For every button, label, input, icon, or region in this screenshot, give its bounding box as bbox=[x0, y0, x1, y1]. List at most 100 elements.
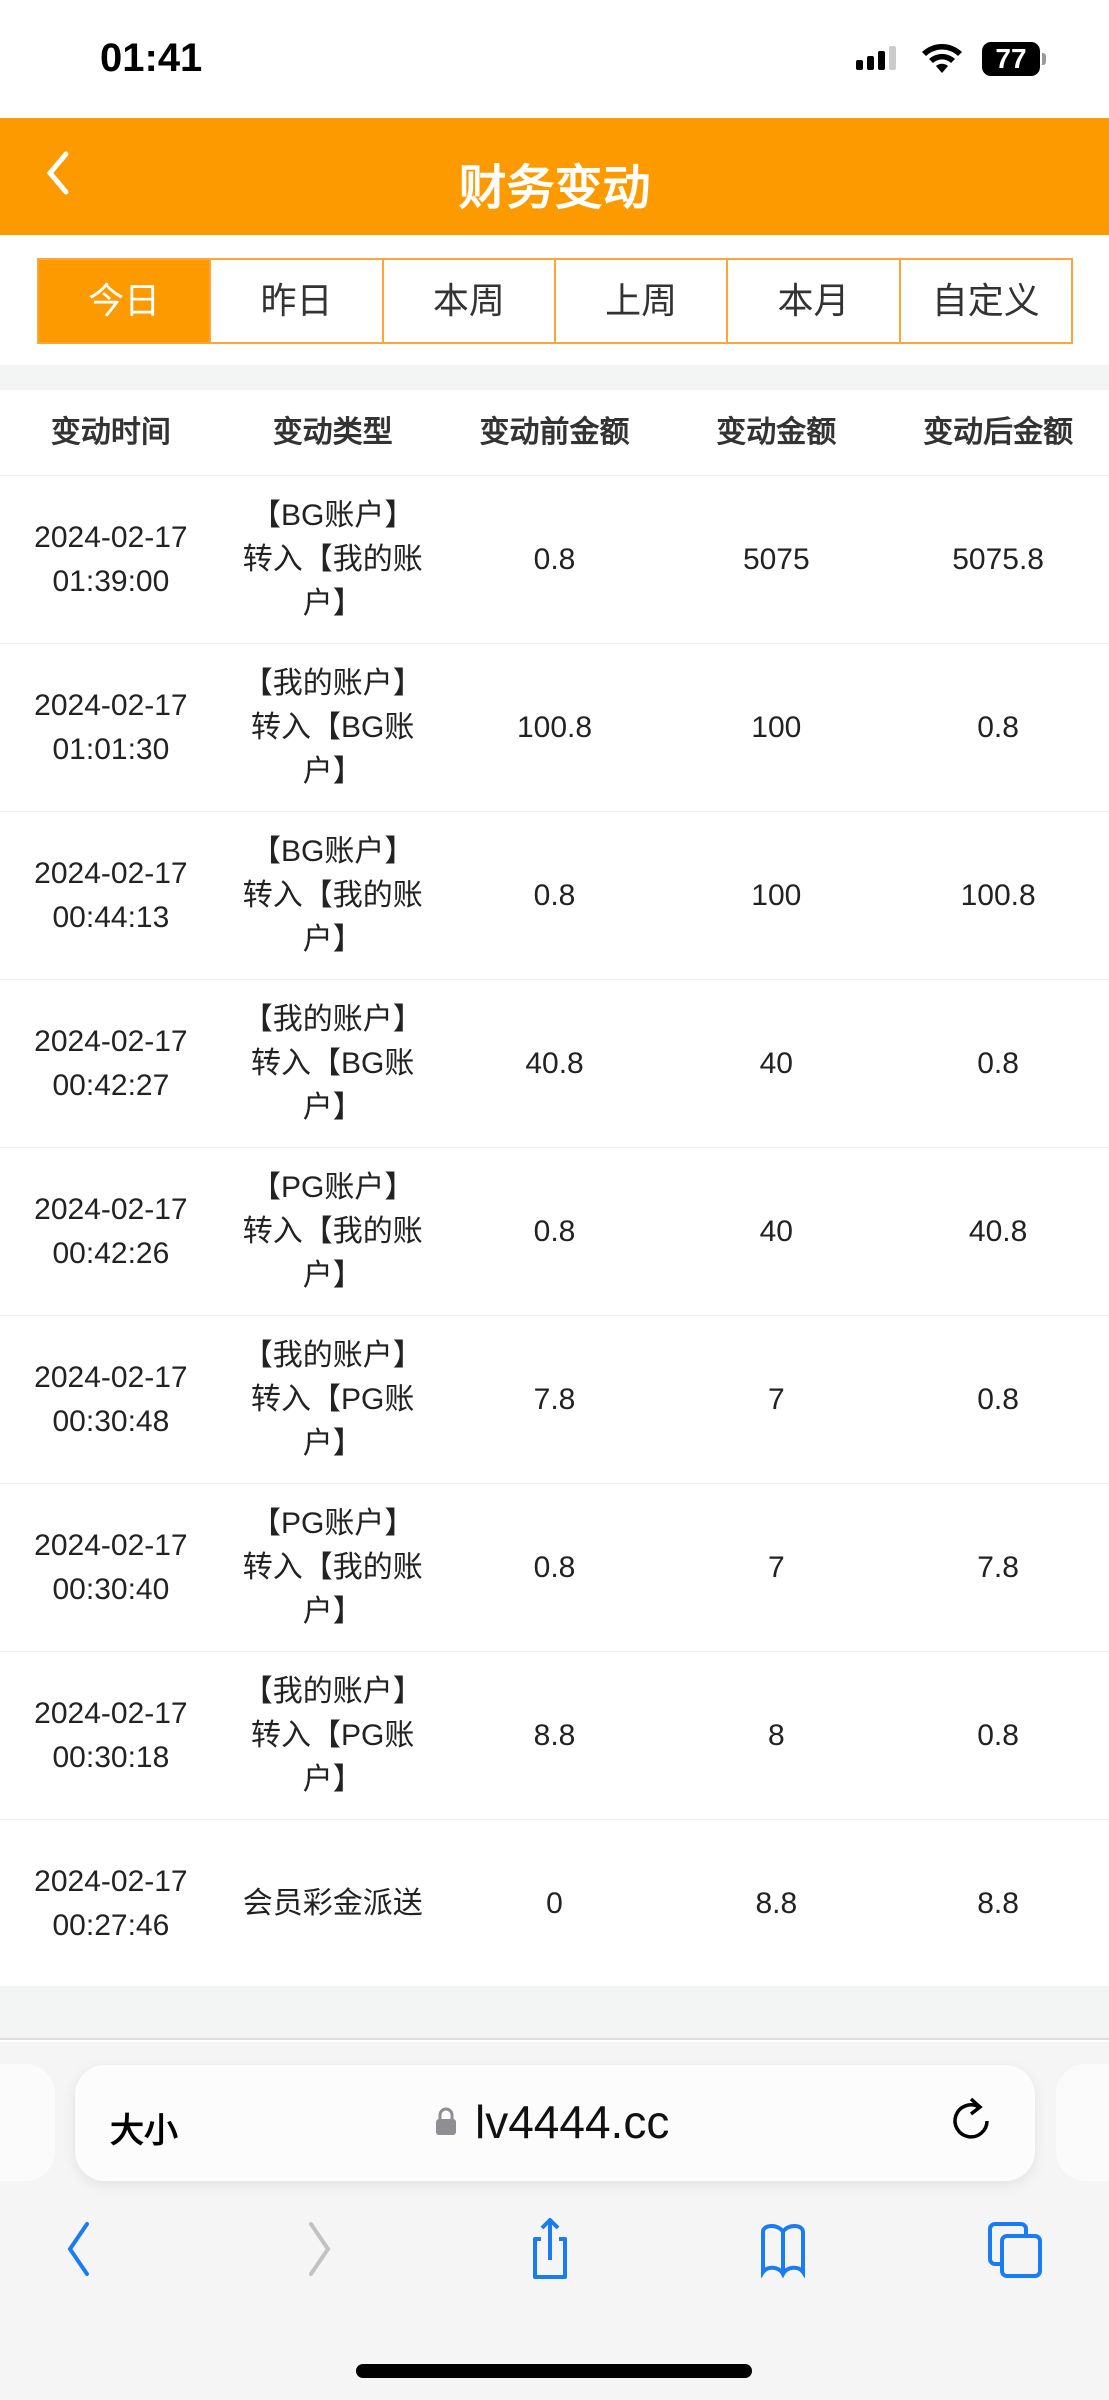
column-header-type: 变动类型 bbox=[272, 415, 393, 449]
table-header: 变动时间 变动类型 变动前金额 变动金额 变动后金额 bbox=[0, 390, 1109, 476]
amount-before: 100.8 bbox=[516, 710, 593, 744]
table-row: 2024-02-17 00:44:13 【BG账户】转入【我的账户】 0.8 10… bbox=[0, 812, 1109, 980]
table-row: 2024-02-17 00:27:46 会员彩金派送 0 8.8 8.8 bbox=[0, 1820, 1109, 1988]
tab-this-week[interactable]: 本周 bbox=[381, 260, 554, 342]
amount-before: 40.8 bbox=[525, 1046, 584, 1080]
change-time: 2024-02-17 00:30:40 bbox=[0, 1524, 222, 1612]
change-type: 会员彩金派送 bbox=[242, 1886, 423, 1920]
change-amount: 5075 bbox=[742, 542, 810, 576]
column-header-after: 变动后金额 bbox=[923, 415, 1074, 449]
date-range-tabs: 今日 昨日 本周 上周 本月 自定义 bbox=[37, 258, 1073, 344]
reload-icon[interactable] bbox=[951, 2095, 995, 2145]
date: 2024-02-17 bbox=[34, 1192, 188, 1226]
back-button[interactable] bbox=[42, 148, 72, 210]
time: 00:30:48 bbox=[52, 1404, 170, 1438]
amount-after: 100.8 bbox=[960, 878, 1036, 912]
amount-before: 8.8 bbox=[533, 1718, 576, 1752]
change-time: 2024-02-17 00:30:18 bbox=[0, 1692, 222, 1780]
amount-before: 7.8 bbox=[533, 1382, 576, 1416]
change-amount: 100 bbox=[751, 710, 802, 744]
tab-today[interactable]: 今日 bbox=[39, 260, 210, 342]
url-text: lv4444.cc bbox=[475, 2096, 670, 2148]
app-header: 财务变动 bbox=[0, 118, 1109, 235]
change-time: 2024-02-17 00:30:48 bbox=[0, 1356, 222, 1444]
change-type: 【我的账户】转入【BG账户】 bbox=[242, 1002, 423, 1124]
browser-back-icon[interactable] bbox=[45, 2214, 115, 2284]
amount-before: 0 bbox=[546, 1886, 563, 1920]
time: 00:30:18 bbox=[52, 1740, 170, 1774]
change-type: 【我的账户】转入【PG账户】 bbox=[242, 1338, 423, 1460]
column-header-before: 变动前金额 bbox=[479, 415, 630, 449]
cellular-signal-icon bbox=[856, 46, 896, 70]
home-indicator bbox=[356, 2364, 752, 2378]
time: 00:42:26 bbox=[52, 1236, 170, 1270]
amount-before: 0.8 bbox=[533, 1550, 576, 1584]
page-footer-area bbox=[0, 1986, 1109, 2040]
change-type: 【PG账户】转入【我的账户】 bbox=[242, 1170, 423, 1292]
battery-icon: 77 bbox=[982, 42, 1046, 76]
change-type: 【我的账户】转入【PG账户】 bbox=[242, 1674, 423, 1796]
table-row: 2024-02-17 00:30:18 【我的账户】转入【PG账户】 8.8 8 … bbox=[0, 1652, 1109, 1820]
change-time: 2024-02-17 01:01:30 bbox=[0, 684, 222, 772]
change-type: 【我的账户】转入【BG账户】 bbox=[242, 666, 423, 788]
date: 2024-02-17 bbox=[34, 520, 188, 554]
amount-after: 0.8 bbox=[977, 1046, 1019, 1080]
change-amount: 100 bbox=[751, 878, 802, 912]
change-amount: 7 bbox=[767, 1382, 785, 1416]
date: 2024-02-17 bbox=[34, 1864, 188, 1898]
change-amount: 40 bbox=[759, 1046, 793, 1080]
date: 2024-02-17 bbox=[34, 1360, 188, 1394]
divider bbox=[0, 365, 1109, 390]
tabs-icon[interactable] bbox=[982, 2214, 1052, 2284]
address-bar[interactable]: 大小 lv4444.cc bbox=[75, 2065, 1035, 2181]
date: 2024-02-17 bbox=[34, 1696, 188, 1730]
change-amount: 8.8 bbox=[755, 1886, 798, 1920]
time: 01:01:30 bbox=[52, 732, 170, 766]
tab-custom[interactable]: 自定义 bbox=[898, 260, 1071, 342]
text-size-button[interactable]: 大小 bbox=[110, 2112, 178, 2150]
date: 2024-02-17 bbox=[34, 1528, 188, 1562]
amount-after: 0.8 bbox=[977, 1382, 1019, 1416]
change-amount: 8 bbox=[767, 1718, 785, 1752]
change-type: 【BG账户】转入【我的账户】 bbox=[242, 834, 423, 956]
amount-after: 8.8 bbox=[977, 1886, 1019, 1920]
table-row: 2024-02-17 01:39:00 【BG账户】转入【我的账户】 0.8 50… bbox=[0, 476, 1109, 644]
browser-forward-icon[interactable] bbox=[283, 2214, 353, 2284]
column-header-amount: 变动金额 bbox=[716, 415, 837, 449]
bookmarks-icon[interactable] bbox=[748, 2214, 818, 2284]
amount-after: 0.8 bbox=[977, 710, 1019, 744]
table-row: 2024-02-17 00:42:26 【PG账户】转入【我的账户】 0.8 40… bbox=[0, 1148, 1109, 1316]
amount-before: 0.8 bbox=[533, 542, 576, 576]
tab-this-month[interactable]: 本月 bbox=[726, 260, 899, 342]
next-tab-card[interactable] bbox=[1056, 2064, 1109, 2181]
time: 00:44:13 bbox=[52, 900, 170, 934]
change-time: 2024-02-17 00:27:46 bbox=[0, 1860, 222, 1948]
amount-before: 0.8 bbox=[533, 1214, 576, 1248]
amount-after: 40.8 bbox=[968, 1214, 1028, 1248]
page-title: 财务变动 bbox=[458, 162, 651, 215]
tab-yesterday[interactable]: 昨日 bbox=[209, 260, 382, 342]
column-header-time: 变动时间 bbox=[50, 415, 171, 449]
change-amount: 7 bbox=[767, 1550, 785, 1584]
change-type: 【PG账户】转入【我的账户】 bbox=[242, 1506, 423, 1628]
transactions-table: 变动时间 变动类型 变动前金额 变动金额 变动后金额 2024-02-17 01:… bbox=[0, 390, 1109, 1988]
tab-last-week[interactable]: 上周 bbox=[553, 260, 727, 342]
amount-after: 7.8 bbox=[977, 1550, 1019, 1584]
date: 2024-02-17 bbox=[34, 856, 188, 890]
previous-tab-card[interactable] bbox=[0, 2064, 55, 2181]
change-type: 【BG账户】转入【我的账户】 bbox=[242, 498, 423, 620]
wifi-icon bbox=[922, 44, 962, 73]
time: 00:30:40 bbox=[52, 1572, 170, 1606]
table-row: 2024-02-17 01:01:30 【我的账户】转入【BG账户】 100.8 … bbox=[0, 644, 1109, 812]
time: 00:27:46 bbox=[52, 1908, 170, 1942]
share-icon[interactable] bbox=[515, 2214, 585, 2284]
time: 01:39:00 bbox=[52, 564, 170, 598]
change-time: 2024-02-17 01:39:00 bbox=[0, 516, 222, 604]
amount-before: 0.8 bbox=[533, 878, 576, 912]
change-time: 2024-02-17 00:44:13 bbox=[0, 852, 222, 940]
table-row: 2024-02-17 00:30:40 【PG账户】转入【我的账户】 0.8 7 … bbox=[0, 1484, 1109, 1652]
amount-after: 0.8 bbox=[977, 1718, 1019, 1752]
status-bar: 01:41 77 bbox=[0, 0, 1109, 118]
clock: 01:41 bbox=[100, 36, 203, 80]
chevron-left-icon bbox=[46, 151, 69, 195]
